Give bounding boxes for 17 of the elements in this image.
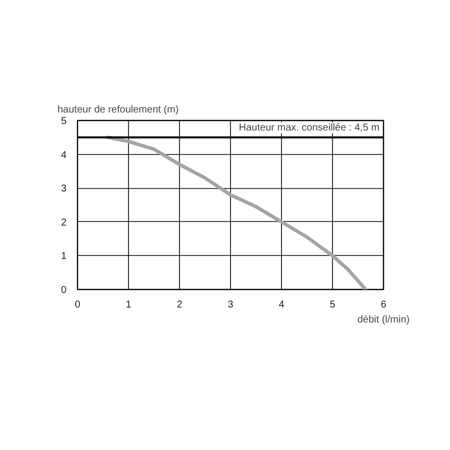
x-axis-title: débit (l/min) [357,314,410,326]
line-series [106,136,368,290]
y-tick-label: 5 [60,116,67,127]
x-tick-label: 4 [278,300,285,310]
ref-line-label: Hauteur max. conseillée : 4,5 m [238,122,380,134]
x-tick-label: 6 [380,300,387,310]
y-tick-label: 1 [60,251,67,262]
y-tick-label: 2 [60,217,67,228]
x-tick-label: 2 [176,300,183,310]
x-tick-label: 1 [126,300,132,310]
y-axis-title: hauteur de refoulement (m) [58,104,179,116]
x-tick-label: 0 [74,300,81,310]
y-tick-label: 4 [60,150,67,161]
y-tick-label: 0 [60,285,67,296]
x-tick-label: 3 [228,300,234,310]
x-tick-label: 5 [330,300,336,310]
y-tick-label: 3 [60,184,67,195]
